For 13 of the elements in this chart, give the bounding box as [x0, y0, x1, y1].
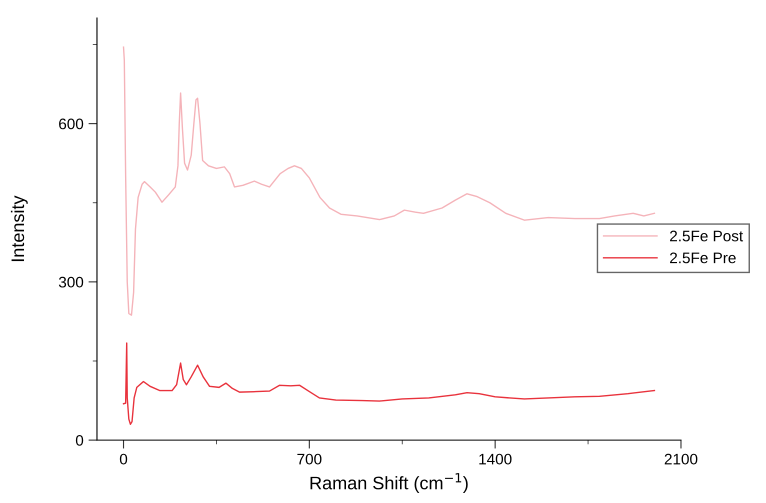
x-tick-label: 1400 [479, 454, 512, 465]
x-tick-label: 2100 [664, 454, 698, 465]
y-tick-label: 0 [76, 434, 84, 446]
x-tick-label: 700 [297, 454, 322, 465]
line-series [122, 46, 656, 316]
legend-label: 2.5Fe Post [670, 230, 744, 242]
y-tick-label: 300 [58, 276, 84, 288]
x-axis-title: Raman Shift (cm$^{−1}$) [310, 473, 468, 493]
y-tick-label: 600 [59, 118, 84, 130]
x-tick-label: 0 [120, 454, 128, 465]
y-axis-title: Intensity [10, 196, 28, 262]
legend-label: 2.5Fe Pre [670, 252, 736, 264]
line-series [122, 342, 656, 425]
